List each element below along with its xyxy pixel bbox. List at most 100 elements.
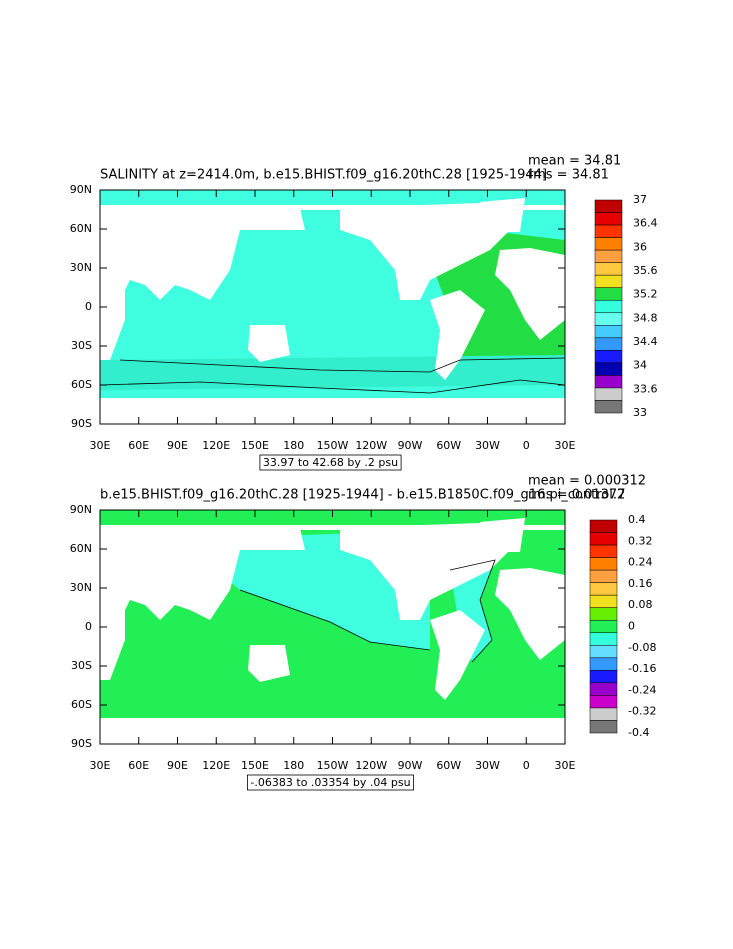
colorbar-label: 35.6 [633, 264, 658, 277]
colorbar-box [589, 594, 618, 608]
colorbar-box [589, 519, 618, 533]
colorbar-label: -0.4 [628, 726, 649, 739]
colorbar-box [594, 375, 623, 389]
colorbar-box [594, 299, 623, 314]
lon-label: 120E [202, 759, 230, 772]
lon-label: 180 [283, 439, 304, 452]
colorbar-box [589, 682, 618, 696]
colorbar-box [594, 237, 623, 251]
mean: mean = 0.000312 [528, 474, 646, 489]
colorbar-box [594, 337, 623, 351]
colorbar-label: 0 [628, 620, 635, 633]
lon-label: 90E [167, 439, 188, 452]
colorbar-label: 34.4 [633, 335, 658, 348]
rms: rms = 0.01377 [528, 488, 625, 503]
lat-label: 90N [70, 183, 92, 196]
map [100, 510, 565, 744]
title: SALINITY at z=2414.0m, b.e15.BHIST.f09_g… [100, 168, 547, 183]
lon-label: 30E [555, 439, 576, 452]
lon-label: 30E [90, 439, 111, 452]
colorbar-box [589, 720, 618, 734]
range-label: -.06383 to .03354 by .04 psu [250, 776, 410, 789]
lon-label: 60E [128, 759, 149, 772]
colorbar-box [589, 707, 618, 721]
pacific-region [180, 530, 430, 650]
colorbar-box [594, 224, 623, 238]
lon-label: 120E [202, 439, 230, 452]
lat-label: 60S [71, 378, 92, 391]
lat-label: 30N [70, 581, 92, 594]
lon-label: 30W [475, 759, 500, 772]
colorbar-box [589, 582, 618, 596]
lat-label: 90S [71, 737, 92, 750]
colorbar-box [589, 657, 618, 671]
lat-label: 90N [70, 503, 92, 516]
colorbar-box [589, 532, 618, 546]
colorbar-label: 35.2 [633, 288, 658, 301]
colorbar-box [589, 619, 618, 634]
colorbar-box [594, 325, 623, 339]
colorbar-label: -0.32 [628, 705, 656, 718]
lat-label: 30S [71, 339, 92, 352]
colorbar-box [589, 632, 618, 646]
lon-label: 90E [167, 759, 188, 772]
colorbar-box [589, 607, 618, 621]
lon-label: 150E [241, 759, 269, 772]
southern-band [100, 355, 565, 390]
colorbar-label: 0.16 [628, 577, 653, 590]
colorbar-box [594, 262, 623, 276]
colorbar-box [594, 362, 623, 376]
lon-label: 150W [317, 759, 349, 772]
colorbar-box [594, 287, 623, 301]
lat-label: 30S [71, 659, 92, 672]
colorbar-box [594, 249, 623, 263]
lon-label: 180 [283, 759, 304, 772]
colorbar-label: 37 [633, 193, 647, 206]
range-box [259, 454, 402, 471]
lat-label: 60N [70, 222, 92, 235]
colorbar-label: 36 [633, 240, 647, 253]
lon-label: 0 [523, 439, 530, 452]
lon-label: 120W [355, 759, 387, 772]
colorbar-label: -0.24 [628, 683, 656, 696]
lat-label: 0 [85, 300, 92, 313]
lon-label: 60E [128, 439, 149, 452]
lon-label: 150E [241, 439, 269, 452]
colorbar-box [589, 544, 618, 558]
colorbar-label: -0.08 [628, 641, 656, 654]
colorbar-label: 33.6 [633, 382, 658, 395]
colorbar-box [594, 199, 623, 213]
colorbar-label: -0.16 [628, 662, 656, 675]
lon-label: 90W [398, 439, 423, 452]
colorbar-box [589, 569, 618, 583]
contour [119, 357, 566, 373]
lon-label: 60W [436, 439, 461, 452]
map [99, 190, 566, 424]
colorbar-box [589, 557, 618, 571]
colorbar-label: 36.4 [633, 217, 658, 230]
lon-label: 0 [523, 759, 530, 772]
lat-label: 60N [70, 542, 92, 555]
lat-label: 30N [70, 261, 92, 274]
range-label: 33.97 to 42.68 by .2 psu [263, 456, 398, 469]
contour [99, 379, 566, 394]
lon-label: 150W [317, 439, 349, 452]
range-box [247, 774, 414, 791]
colorbar-label: 0.08 [628, 598, 653, 611]
colorbar-box [594, 274, 623, 288]
title: b.e15.BHIST.f09_g16.20thC.28 [1925-1944]… [100, 488, 625, 503]
colorbar-box [589, 645, 618, 659]
colorbar-box [594, 400, 623, 414]
colorbar-label: 34 [633, 359, 647, 372]
mean: mean = 34.81 [528, 154, 621, 169]
colorbar-box [594, 312, 623, 326]
contour [239, 589, 431, 651]
lat-label: 90S [71, 417, 92, 430]
contour [449, 559, 496, 663]
colorbar-label: 33 [633, 406, 647, 419]
colorbar-label: 0.24 [628, 556, 653, 569]
colorbar-box [594, 212, 623, 226]
colorbar-label: 0.32 [628, 534, 653, 547]
colorbar-label: 34.8 [633, 311, 658, 324]
colorbar-box [594, 387, 623, 401]
